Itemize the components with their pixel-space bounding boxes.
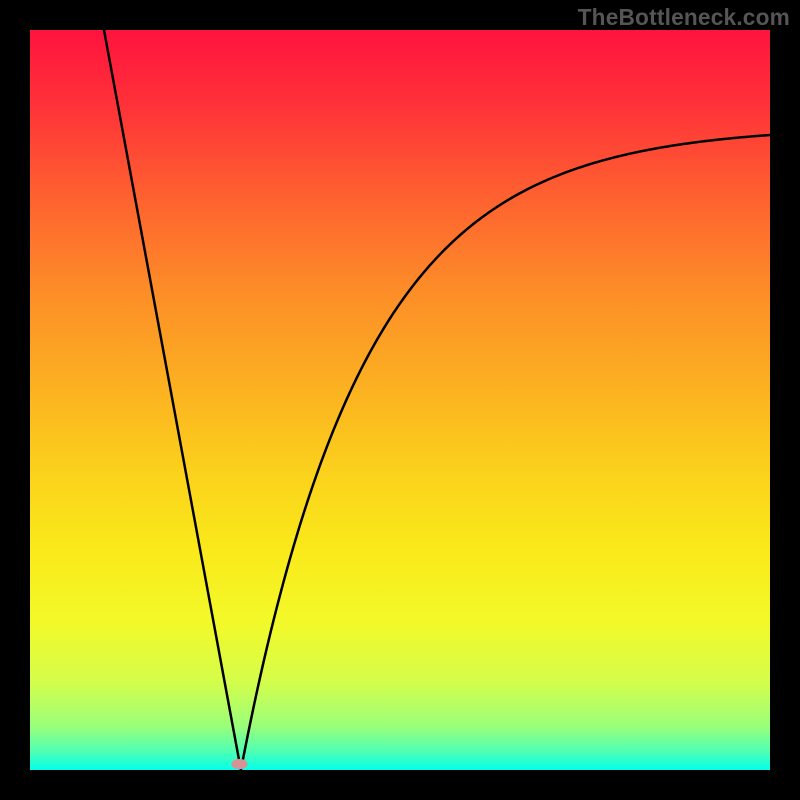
curve-line	[30, 30, 770, 770]
watermark-text: TheBottleneck.com	[578, 4, 790, 31]
chart-container: TheBottleneck.com	[0, 0, 800, 800]
minimum-marker	[231, 759, 247, 769]
plot-area	[30, 30, 770, 770]
